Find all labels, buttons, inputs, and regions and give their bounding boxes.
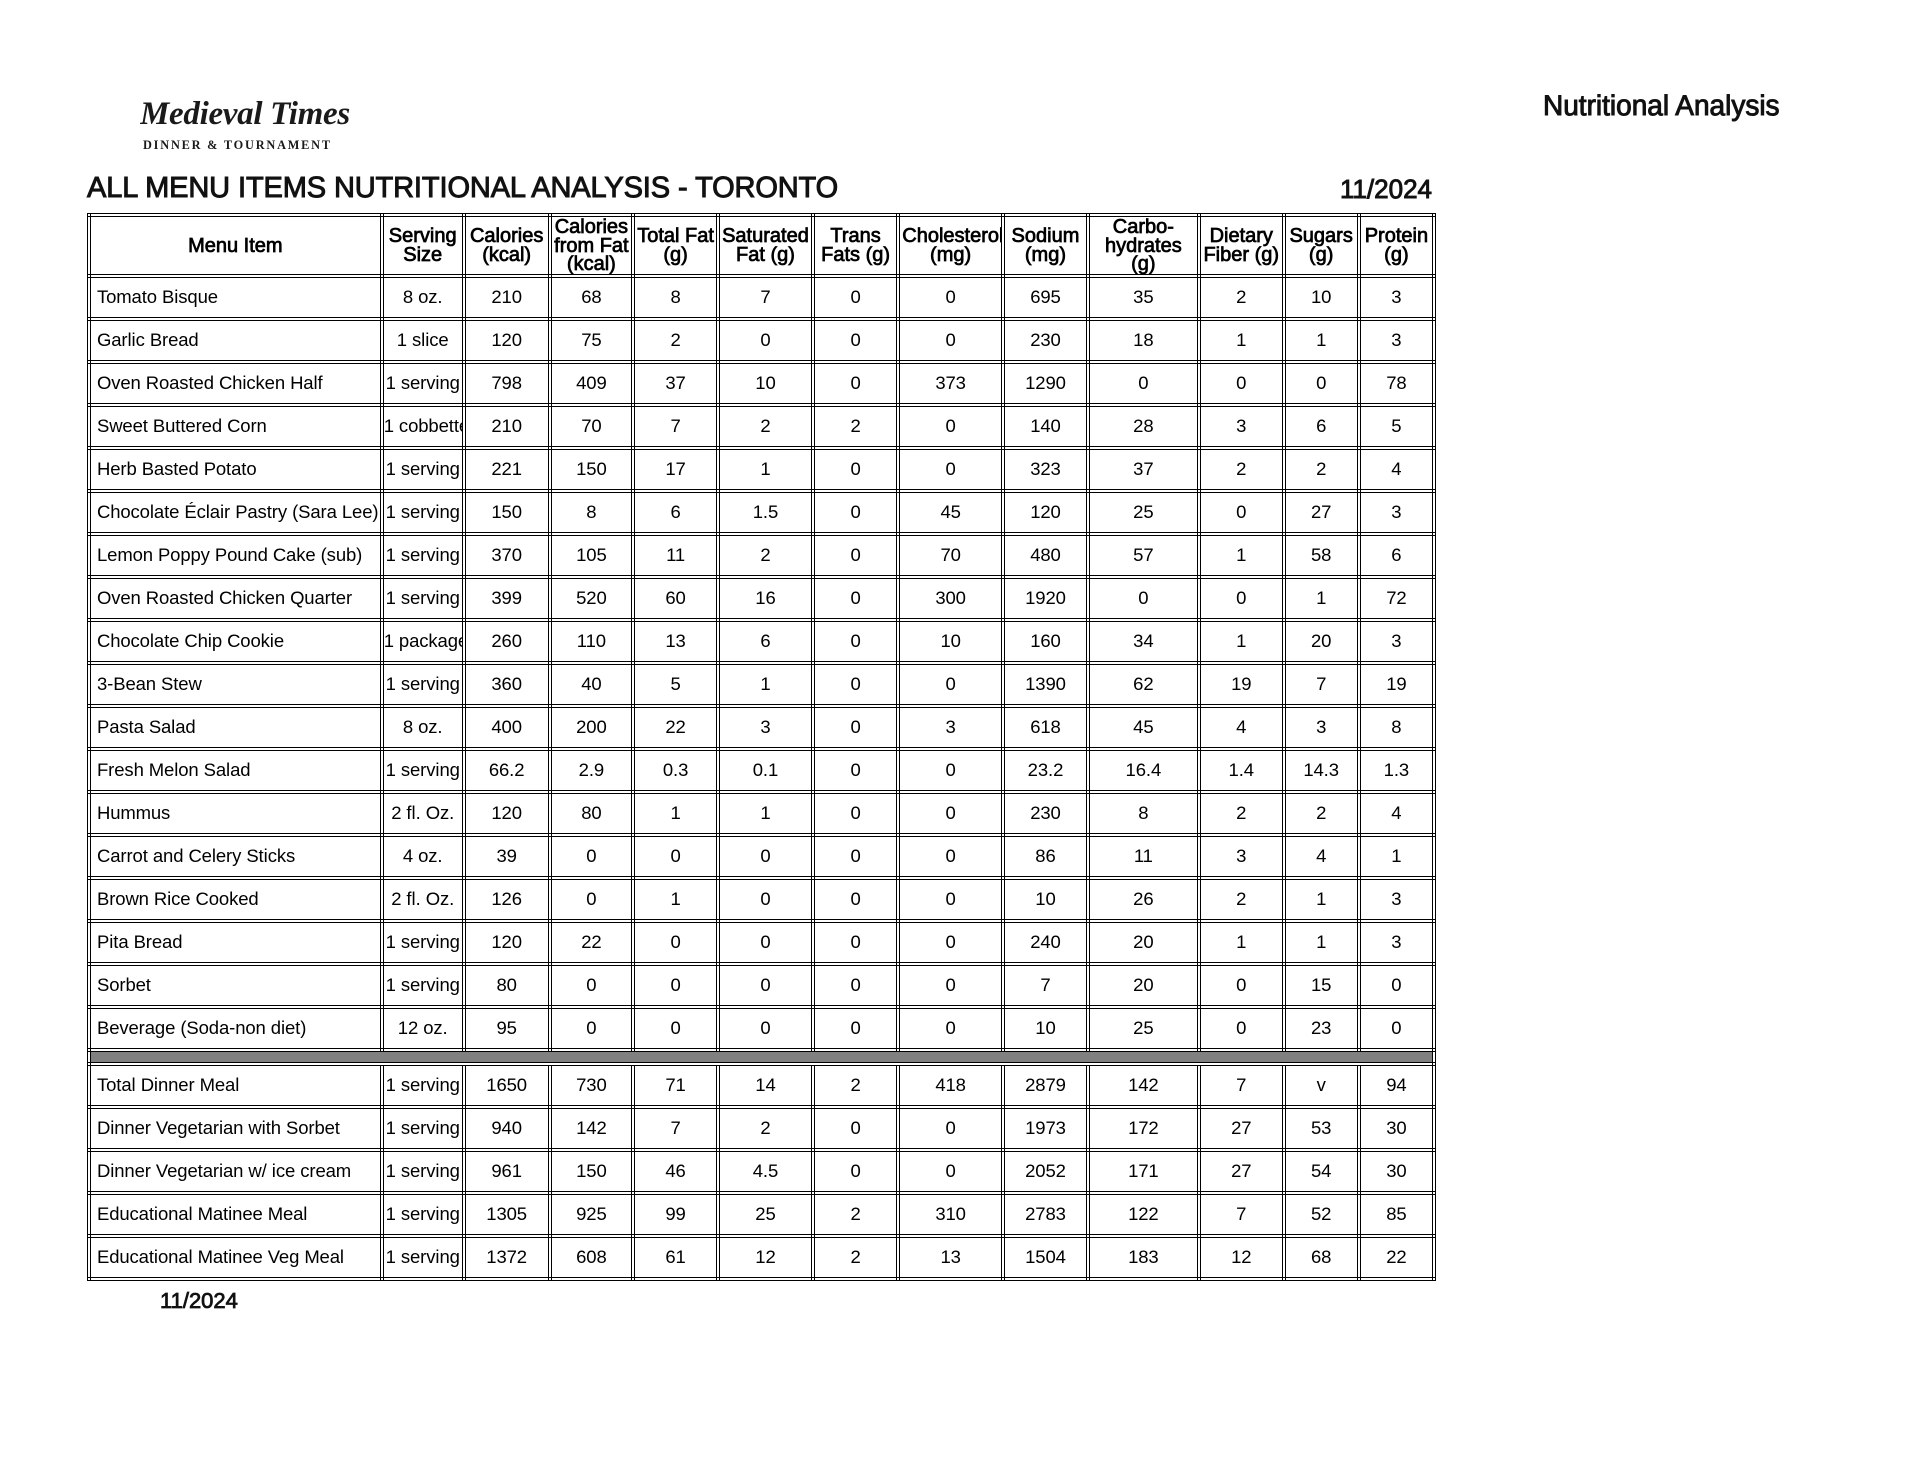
svg-text:Medieval Times: Medieval Times	[140, 96, 350, 132]
